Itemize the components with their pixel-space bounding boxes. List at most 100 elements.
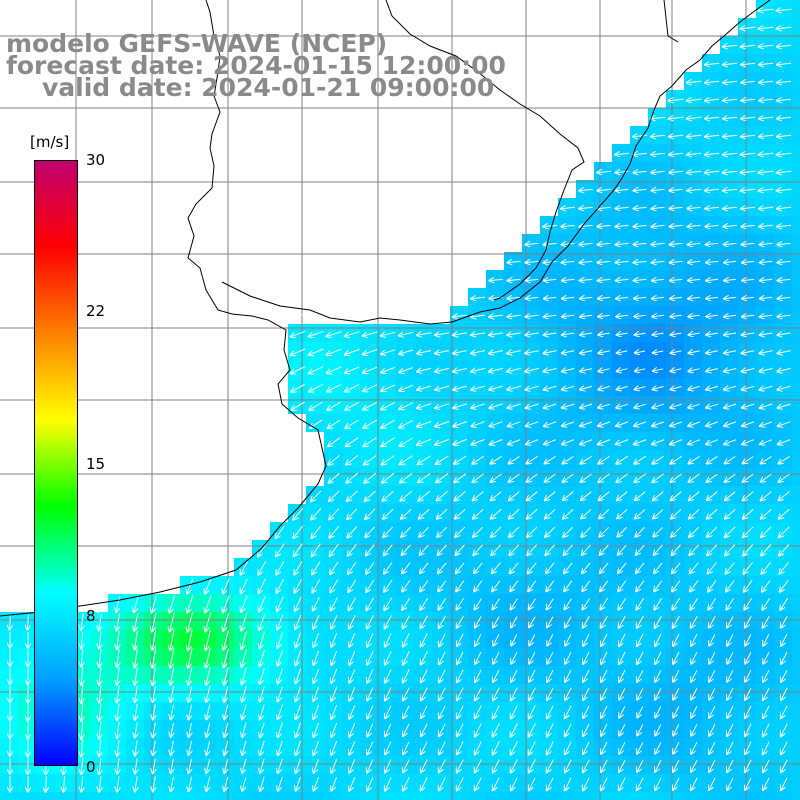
field-cell bbox=[396, 702, 414, 720]
field-cell bbox=[594, 486, 612, 504]
field-cell bbox=[558, 432, 576, 450]
field-cell bbox=[360, 522, 378, 540]
wind-arrow bbox=[726, 562, 735, 573]
wind-arrow bbox=[615, 171, 629, 172]
wind-arrow bbox=[601, 633, 608, 646]
wind-arrow bbox=[759, 225, 773, 226]
wind-arrow bbox=[616, 207, 629, 208]
field-cell bbox=[648, 522, 666, 540]
field-cell bbox=[324, 342, 342, 360]
field-cell bbox=[612, 198, 630, 216]
wind-arrow bbox=[384, 579, 393, 592]
field-cell bbox=[450, 450, 468, 468]
field-cell bbox=[648, 432, 666, 450]
field-cell bbox=[630, 360, 648, 378]
wind-arrow bbox=[706, 261, 719, 262]
field-cell bbox=[522, 522, 540, 540]
field-cell bbox=[594, 558, 612, 576]
wind-arrow bbox=[709, 616, 716, 627]
wind-arrow bbox=[472, 473, 484, 482]
field-cell bbox=[216, 738, 234, 756]
field-cell bbox=[180, 630, 198, 648]
wind-arrow bbox=[546, 562, 555, 574]
wind-arrow bbox=[759, 99, 773, 100]
field-cell bbox=[324, 702, 342, 720]
wind-arrow bbox=[328, 437, 341, 447]
wind-arrow bbox=[296, 632, 301, 648]
wind-arrow bbox=[637, 615, 644, 628]
field-cell bbox=[792, 54, 800, 72]
field-cell bbox=[468, 504, 486, 522]
wind-arrow bbox=[653, 491, 664, 501]
field-cell bbox=[738, 702, 756, 720]
field-cell bbox=[252, 558, 270, 576]
field-cell bbox=[90, 720, 108, 738]
field-cell bbox=[648, 450, 666, 468]
field-cell bbox=[18, 648, 36, 666]
field-cell bbox=[630, 576, 648, 594]
field-cell bbox=[648, 414, 666, 432]
wind-arrow bbox=[346, 437, 359, 447]
wind-arrow bbox=[634, 297, 647, 298]
wind-arrow bbox=[348, 561, 357, 574]
field-cell bbox=[252, 774, 270, 792]
wind-arrow bbox=[759, 369, 773, 372]
wind-arrow bbox=[741, 117, 755, 118]
field-cell bbox=[792, 288, 800, 306]
field-cell bbox=[792, 378, 800, 396]
wind-arrow bbox=[363, 401, 378, 409]
wind-arrow bbox=[777, 189, 792, 190]
field-cell bbox=[666, 738, 684, 756]
field-cell bbox=[342, 504, 360, 522]
field-cell bbox=[612, 702, 630, 720]
field-cell bbox=[576, 684, 594, 702]
wind-arrow bbox=[777, 9, 792, 10]
field-cell bbox=[396, 432, 414, 450]
wind-arrow bbox=[313, 615, 320, 629]
wind-arrow bbox=[689, 509, 700, 518]
field-cell bbox=[792, 738, 800, 756]
field-cell bbox=[540, 630, 558, 648]
wind-arrow bbox=[636, 598, 645, 609]
wind-arrow bbox=[99, 649, 101, 667]
wind-arrow bbox=[474, 580, 483, 592]
field-cell bbox=[72, 774, 90, 792]
field-cell bbox=[540, 594, 558, 612]
wind-arrow bbox=[760, 439, 773, 445]
colorbar-units: [m/s] bbox=[30, 133, 70, 151]
field-cell bbox=[396, 666, 414, 684]
wind-arrow bbox=[561, 207, 575, 208]
wind-arrow bbox=[81, 667, 83, 685]
wind-arrow bbox=[435, 421, 450, 427]
field-cell bbox=[630, 612, 648, 630]
field-cell bbox=[486, 666, 504, 684]
wind-arrow bbox=[689, 491, 700, 501]
wind-arrow bbox=[598, 279, 611, 280]
wind-arrow bbox=[311, 490, 322, 501]
field-cell bbox=[342, 396, 360, 414]
field-cell bbox=[396, 540, 414, 558]
field-cell bbox=[792, 198, 800, 216]
wind-arrow bbox=[509, 526, 520, 537]
field-cell bbox=[666, 684, 684, 702]
wind-arrow bbox=[723, 153, 738, 154]
field-cell bbox=[792, 432, 800, 450]
field-cell bbox=[684, 792, 702, 800]
wind-arrow bbox=[742, 421, 755, 426]
field-cell bbox=[522, 432, 540, 450]
wind-arrow bbox=[455, 508, 466, 518]
field-cell bbox=[684, 234, 702, 252]
wind-arrow bbox=[742, 369, 755, 372]
field-cell bbox=[468, 756, 486, 774]
wind-arrow bbox=[545, 509, 556, 518]
colorbar-tick-15: 15 bbox=[86, 455, 106, 473]
field-cell bbox=[792, 756, 800, 774]
field-cell bbox=[108, 648, 126, 666]
field-cell bbox=[234, 702, 252, 720]
field-cell bbox=[306, 540, 324, 558]
field-cell bbox=[792, 234, 800, 252]
field-cell bbox=[684, 504, 702, 522]
wind-arrow bbox=[672, 544, 681, 555]
field-cell bbox=[486, 594, 504, 612]
wind-arrow bbox=[471, 297, 485, 298]
